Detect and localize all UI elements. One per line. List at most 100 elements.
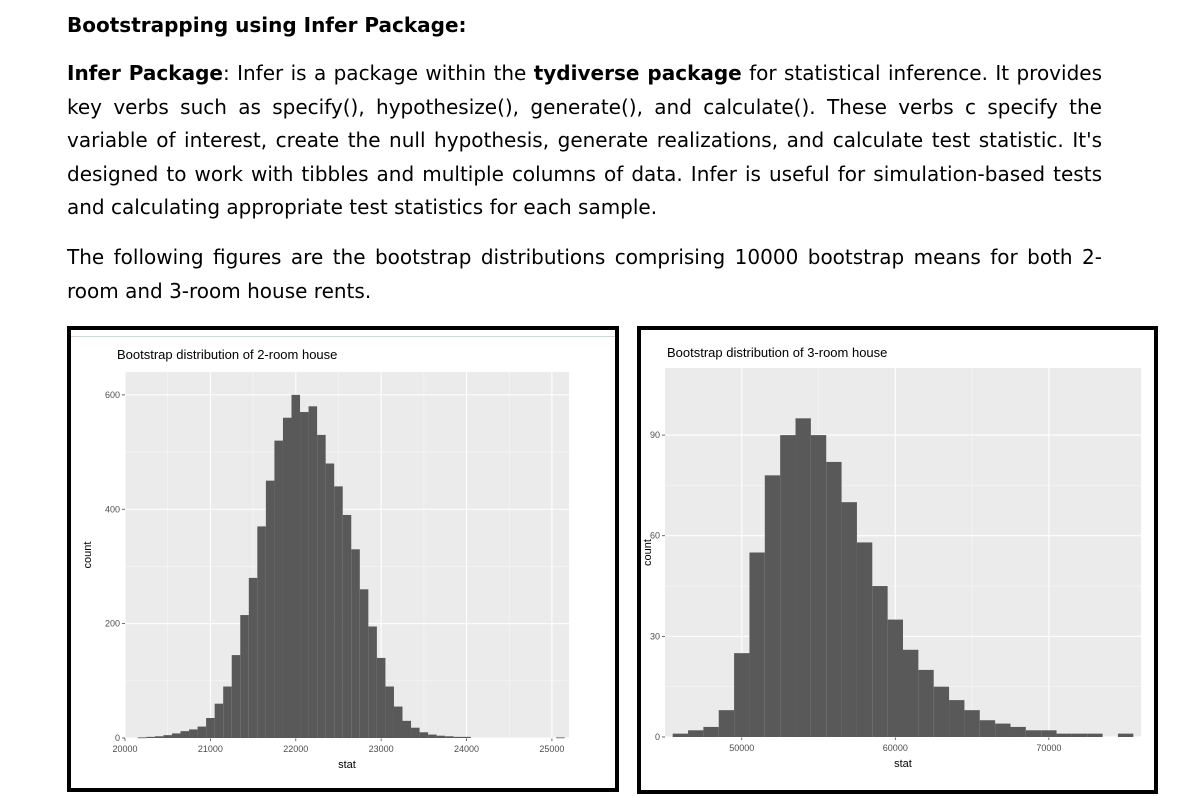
histogram-bar [402,720,412,738]
y-axis-label: count [82,542,94,569]
histogram-bar [282,417,292,738]
histogram-bar [393,706,403,738]
histogram-bar [197,726,207,738]
x-tick-label: 50000 [729,743,754,753]
histogram-bar [1071,733,1088,737]
histogram-bar [903,649,919,737]
histogram-bar [385,686,394,738]
histogram-bar [411,727,420,738]
tydiverse-package-bold: tydiverse package [533,61,742,85]
histogram-bar [274,440,283,738]
histogram-bar [171,733,181,738]
histogram-bar [436,735,446,738]
paragraph-infer-package: Infer Package: Infer is a package within… [67,57,1102,225]
x-tick-label: 60000 [883,743,908,753]
x-axis-label: stat [894,758,912,770]
x-tick-label: 70000 [1036,743,1061,753]
histogram-bar [240,615,249,738]
chart-2-room: 20000 21000 22000 23000 24000 25000 0 200 400 600… [82,347,569,771]
histogram-bar [856,542,873,737]
para1-text-2: for statistical inference. It provides k… [67,61,1102,220]
histogram-bar [556,737,565,739]
x-axis-label: stat [338,759,356,771]
histogram-bar [887,619,903,737]
histogram-bar [163,735,172,738]
histogram-bar [826,461,842,737]
histogram-bar [949,700,965,737]
histogram-bar [453,736,463,738]
histogram-bar [1056,733,1072,737]
paragraph-figures-intro: The following figures are the bootstrap … [67,245,1102,303]
histogram-bar [342,514,352,738]
histogram-bar [376,657,386,738]
y-tick-label: 600 [105,390,120,400]
x-tick-label: 24000 [454,744,479,754]
histogram-bar [918,669,934,737]
histogram-bar [154,736,164,738]
x-tick-label: 25000 [539,744,564,754]
histogram-bar [351,549,360,738]
histogram-bar [933,686,950,737]
x-tick-label: 21000 [198,744,223,754]
x-tick-label: 22000 [283,744,308,754]
histogram-bar [317,434,326,738]
histogram-bar [672,733,689,737]
figure-top-rule [71,336,615,337]
histogram-bar [146,736,155,738]
y-tick-label: 30 [650,631,660,641]
histogram-bar [137,737,147,739]
y-axis-label: count [642,539,654,566]
histogram-bar [764,475,781,737]
histogram-bar [703,726,719,737]
histogram-bar [979,720,996,737]
histogram-bar [223,686,232,738]
histogram-bar [445,736,454,738]
histogram-bar [1041,730,1057,737]
y-tick-label: 90 [650,430,660,440]
figure-3-room-histogram: 50000 60000 70000 0 30 60 90 Bootstrap distribu… [637,326,1158,794]
infer-package-lead: Infer Package [67,61,223,85]
histogram-bar [841,502,857,737]
histogram-bar [368,626,377,738]
histogram-bar [257,526,266,738]
para1-text-1: : Infer is a package within the [222,61,534,85]
histogram-bar [872,586,888,737]
y-tick-label: 0 [655,732,660,742]
histogram-bar [995,723,1011,737]
histogram-bar [180,731,190,738]
y-tick-label: 60 [650,531,660,541]
histogram-bar [419,732,429,738]
figure-2-room-histogram: 20000 21000 22000 23000 24000 25000 0 200 400 600… [67,326,619,792]
histogram-bar [749,552,765,737]
histogram-bar [1025,730,1042,737]
histogram-bar [334,486,343,738]
histogram-bar [214,703,224,738]
histogram-bar [428,734,437,738]
chart-title: Bootstrap distribution of 2-room house [117,347,337,362]
histogram-bar [189,729,198,738]
histogram-bar [325,463,335,738]
histogram-bar [795,418,811,737]
y-tick-label: 400 [105,504,120,514]
histogram-bar [300,412,309,738]
histogram-bar [359,589,369,738]
histogram-bar [291,394,301,738]
histogram-bar [206,717,215,738]
histogram-bar [231,655,241,738]
x-tick-label: 20000 [112,744,137,754]
histogram-bar [265,480,275,738]
x-tick-label: 23000 [369,744,394,754]
histogram-bar [734,653,750,737]
histogram-bar [308,406,318,738]
y-tick-label: 0 [115,733,120,743]
histogram-bar [688,730,704,737]
histogram-bar [1117,733,1134,737]
histogram-bar [718,710,735,737]
histogram-bar [462,736,471,738]
histogram-bar [1010,726,1026,737]
chart-3-room: 50000 60000 70000 0 30 60 90 Bootstrap distribu… [642,345,1141,770]
histogram-bar [1087,733,1103,737]
histogram-bar [248,577,258,738]
y-tick-label: 200 [105,619,120,629]
document-heading: Bootstrapping using Infer Package: [67,13,467,37]
